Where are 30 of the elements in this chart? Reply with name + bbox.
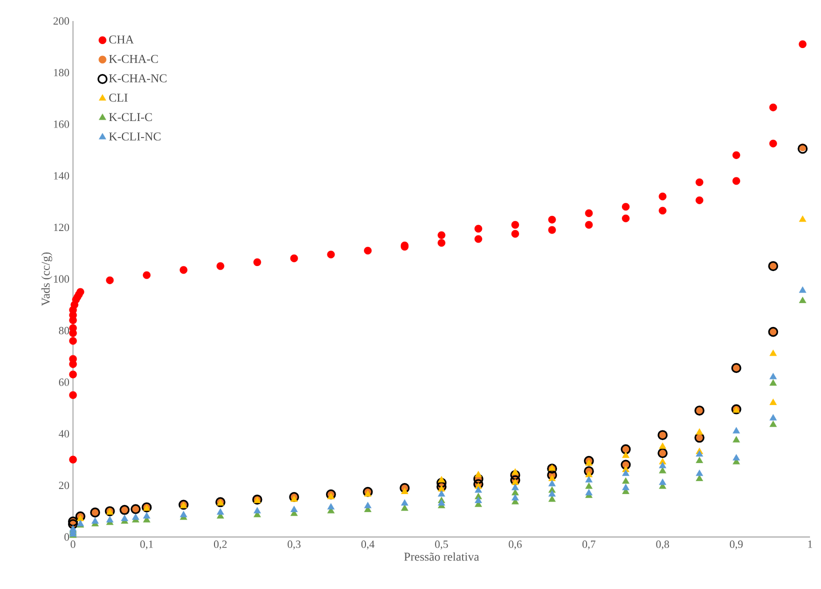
x-axis-title: Pressão relativa [404,552,480,561]
legend-label: K-CLI-C [109,113,152,122]
y-tick-label: 60 [58,378,70,386]
x-tick-label: 0,4 [361,540,374,550]
legend-label: CHA [109,36,134,44]
y-tick-label: 40 [58,430,70,438]
legend-label: K-CHA-NC [109,74,166,82]
x-tick-label: 0,1 [140,540,153,550]
x-tick-label: 0,8 [656,540,670,550]
y-tick-label: 180 [54,68,70,76]
x-tick-label: 0,3 [288,540,301,550]
y-tick-label: 200 [54,17,70,25]
x-tick-label: 0,7 [582,540,596,550]
y-tick-label: 120 [54,224,70,232]
legend-label: CLI [109,94,128,102]
y-tick-label: 20 [59,482,70,490]
legend-label: K-CLI-NC [109,132,160,141]
x-tick-label: 0,9 [730,540,743,550]
y-tick-label: 160 [54,120,70,128]
y-tick-label: 0 [64,533,70,541]
y-tick-label: 100 [54,275,70,283]
x-tick-label: 0,2 [214,540,227,550]
y-tick-label: 140 [54,172,70,180]
y-tick-label: 80 [58,326,70,334]
x-tick-label: 0 [70,540,76,548]
x-tick-label: 1 [808,540,812,548]
legend-label: K-CHA-C [109,54,158,63]
x-tick-label: 0,5 [435,540,448,550]
y-axis-title: Vads (cc/g) [41,252,52,306]
x-tick-label: 0,6 [508,540,522,550]
